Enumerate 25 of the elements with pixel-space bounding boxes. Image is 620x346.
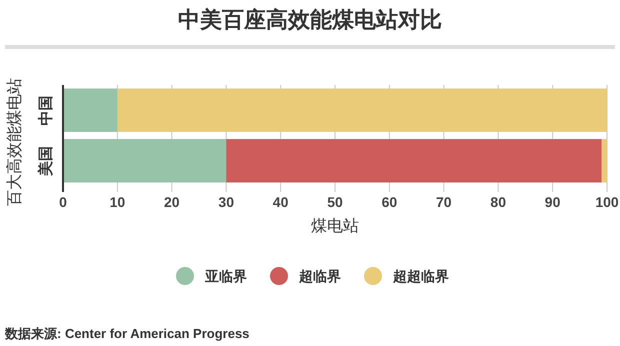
bar bbox=[226, 139, 602, 182]
legend-label: 亚临界 bbox=[204, 268, 247, 284]
legend-label: 超超临界 bbox=[392, 268, 449, 284]
x-tick-label: 10 bbox=[110, 194, 126, 210]
chart-title: 中美百座高效能煤电站对比 bbox=[178, 7, 442, 32]
x-tick-label: 100 bbox=[595, 194, 619, 210]
bar bbox=[602, 139, 607, 182]
x-tick-label: 20 bbox=[164, 194, 180, 210]
bar bbox=[63, 88, 118, 132]
y-axis-title: 百大高效能煤电站 bbox=[6, 78, 24, 206]
bar bbox=[117, 88, 607, 132]
x-tick-label: 30 bbox=[218, 194, 234, 210]
bar bbox=[63, 139, 226, 182]
legend-label: 超临界 bbox=[298, 268, 341, 284]
x-tick-label: 0 bbox=[59, 194, 68, 210]
source-note: 数据来源: Center for American Progress bbox=[4, 326, 250, 341]
x-tick-label: 80 bbox=[490, 194, 506, 210]
y-tick-label: 美国 bbox=[36, 146, 54, 177]
x-axis-title: 煤电站 bbox=[311, 217, 359, 235]
x-tick-label: 40 bbox=[272, 194, 289, 210]
x-tick-label: 90 bbox=[544, 194, 561, 210]
x-tick-label: 60 bbox=[382, 194, 398, 210]
x-tick-label: 70 bbox=[436, 194, 452, 210]
y-tick-label: 中国 bbox=[38, 95, 54, 126]
x-tick-label: 50 bbox=[327, 194, 343, 210]
